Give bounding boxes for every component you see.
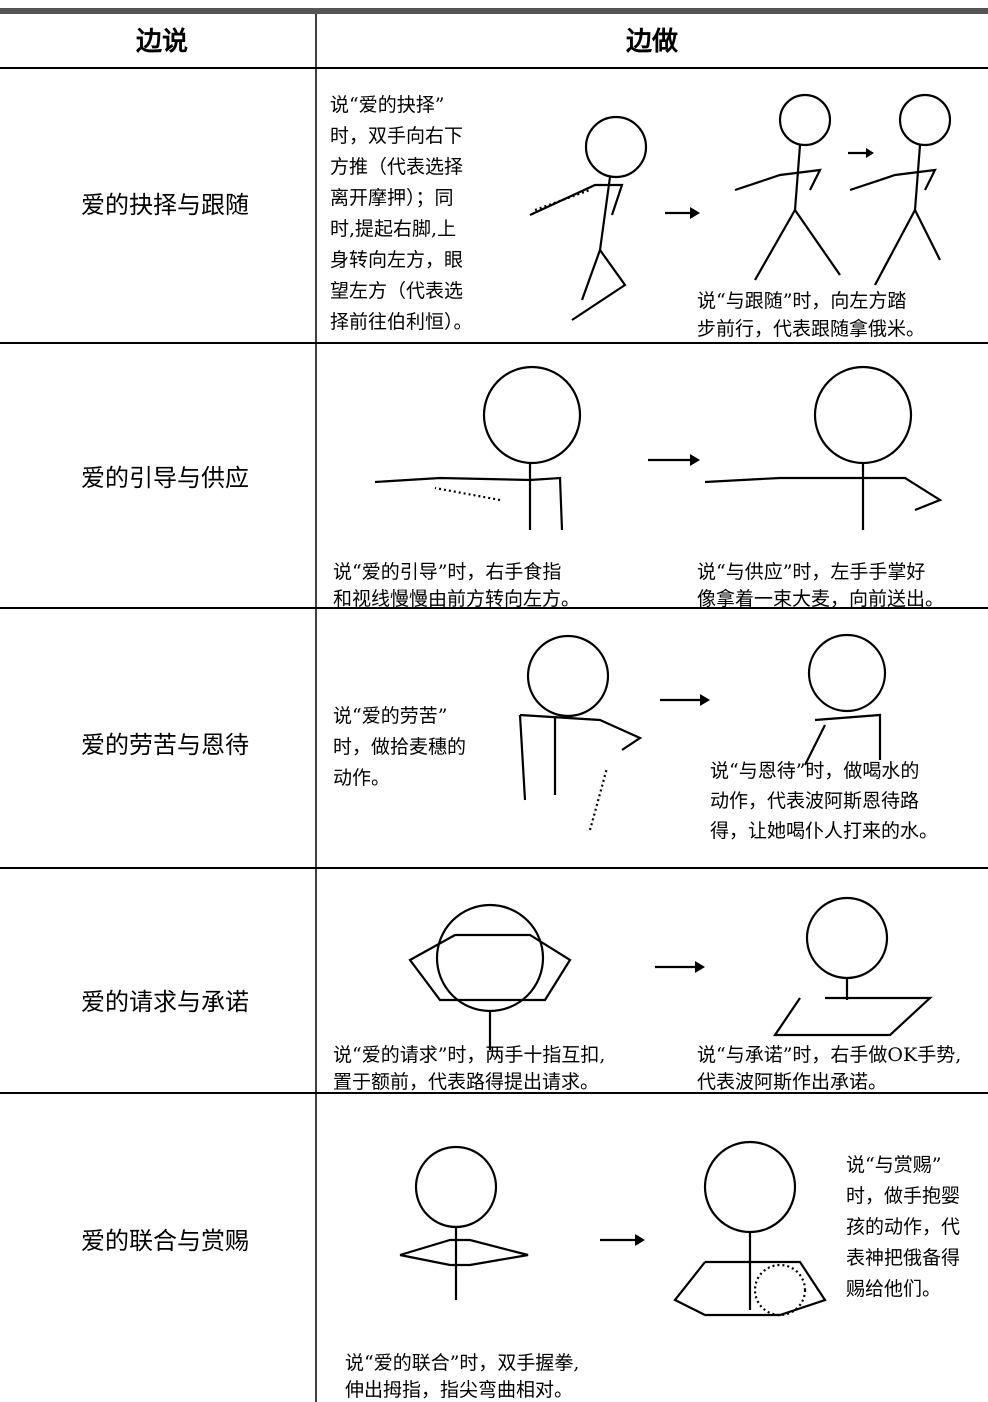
row-label: 爱的请求与承诺	[81, 988, 249, 1016]
caption-line: 说“爱的劳苦”	[333, 705, 447, 727]
row-label: 爱的引导与供应	[81, 464, 249, 492]
caption-line: 代表波阿斯作出承诺。	[697, 1071, 887, 1093]
caption-line: 时，双手向右下	[330, 125, 463, 147]
caption-line: 说“爱的引导”时，右手食指	[333, 561, 561, 583]
caption-line: 说“爱的抉择”	[330, 94, 444, 116]
caption-line: 说“与供应”时，左手手掌好	[697, 561, 925, 583]
caption-line: 置于额前，代表路得提出请求。	[333, 1071, 599, 1093]
header-left: 边说	[136, 27, 188, 57]
caption-line: 说“爱的请求”时，两手十指互扣,	[333, 1044, 605, 1066]
caption-line: 时，做拾麦穗的	[333, 736, 466, 758]
caption-line: 动作，代表波阿斯恩待路	[710, 790, 919, 812]
caption-line: 得，让她喝仆人打来的水。	[710, 820, 938, 842]
caption-line: 说“与赏赐”	[846, 1154, 941, 1176]
caption-line: 时，做手抱婴	[846, 1185, 960, 1207]
caption-line: 表神把俄备得	[846, 1247, 960, 1269]
row-label: 爱的抉择与跟随	[81, 191, 249, 219]
illustrations	[374, 93, 952, 1317]
caption-line: 择前往伯利恒）。	[330, 311, 473, 333]
content: 爱的抉择与跟随 说“爱的抉择” 时，双手向右下方推（代表选择离开摩押）；同时,提起右…	[81, 94, 961, 1401]
row-label: 爱的联合与赏赐	[81, 1227, 249, 1255]
caption-line: 望左方（代表选	[330, 280, 463, 302]
caption-line: 步前行，代表跟随拿俄米。	[697, 317, 925, 340]
caption-line: 伸出拇指，指尖弯曲相对。	[345, 1379, 573, 1401]
header-right: 边做	[626, 27, 678, 57]
caption-line: 说“与承诺”时，右手做OK手势,	[697, 1044, 961, 1066]
caption-line: 动作。	[333, 767, 390, 789]
caption-line: 身转向左方，眼	[330, 249, 463, 271]
caption-line: 方推（代表选择	[330, 156, 463, 178]
caption-line: 像拿着一束大麦，向前送出。	[697, 587, 944, 610]
caption-line: 说“与恩待”时，做喝水的	[710, 760, 919, 782]
row-label: 爱的劳苦与恩待	[81, 731, 249, 759]
caption-line: 赐给他们。	[846, 1278, 941, 1300]
arrowheads	[635, 148, 874, 1246]
caption-line: 孩的动作，代	[846, 1216, 960, 1238]
caption-line: 时,提起右脚,上	[330, 218, 456, 240]
caption-line: 和视线慢慢由前方转向左方。	[333, 588, 580, 610]
table-lines	[0, 8, 988, 1402]
caption-line: 离开摩押）；同	[330, 187, 454, 209]
caption-line: 说“与跟随”时，向左方踏	[697, 290, 906, 312]
caption-line: 说“爱的联合”时，双手握拳,	[345, 1352, 579, 1374]
